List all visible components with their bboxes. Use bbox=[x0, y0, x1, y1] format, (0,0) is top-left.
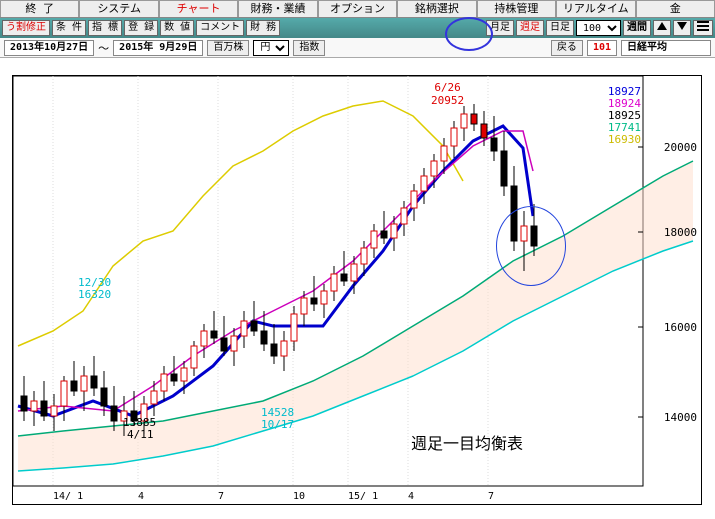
ytick: 18000 bbox=[664, 226, 697, 239]
date-to[interactable]: 2015年 9月29日 bbox=[113, 40, 203, 56]
annot: 4/11 bbox=[127, 428, 154, 441]
tb2-btn[interactable]: 登 録 bbox=[124, 20, 158, 36]
unit2[interactable]: 円 bbox=[253, 40, 289, 56]
tb2-btn[interactable]: 指 標 bbox=[88, 20, 122, 36]
date-row: 2013年10月27日～2015年 9月29日百万株円指数戻る101日経平均 bbox=[0, 38, 715, 58]
chart-area: 1892718924189251774116930 6/2620952 週足一目… bbox=[12, 75, 702, 505]
tab-3[interactable]: 財務・業績 bbox=[238, 0, 317, 17]
tab-8[interactable]: 金 bbox=[636, 0, 715, 17]
xtick: 4 bbox=[138, 491, 144, 502]
peak-annot: 6/2620952 bbox=[431, 81, 464, 107]
legend: 1892718924189251774116930 bbox=[608, 86, 641, 146]
xtick: 7 bbox=[488, 491, 494, 502]
chart-svg bbox=[13, 76, 701, 504]
down-btn[interactable] bbox=[673, 20, 691, 36]
tb2-btn[interactable]: う割修正 bbox=[2, 20, 50, 36]
xtick: 7 bbox=[218, 491, 224, 502]
ytick: 16000 bbox=[664, 321, 697, 334]
tb2-btn[interactable]: 条 件 bbox=[52, 20, 86, 36]
tab-6[interactable]: 持株管理 bbox=[477, 0, 556, 17]
ytick: 20000 bbox=[664, 141, 697, 154]
date-from[interactable]: 2013年10月27日 bbox=[4, 40, 94, 56]
xtick: 10 bbox=[293, 491, 305, 502]
stock-name: 日経平均 bbox=[621, 40, 711, 56]
back-btn[interactable]: 戻る bbox=[551, 40, 583, 56]
xtick: 15/ 1 bbox=[348, 491, 378, 502]
unit3[interactable]: 指数 bbox=[293, 40, 325, 56]
tb2-btn[interactable]: 週足 bbox=[516, 20, 544, 36]
xtick: 4 bbox=[408, 491, 414, 502]
weekly-circle bbox=[445, 17, 493, 51]
unit1[interactable]: 百万株 bbox=[207, 40, 249, 56]
tab-0[interactable]: 終 了 bbox=[0, 0, 79, 17]
toolbar-2: う割修正条 件指 標登 録数 値コメント財 務月足週足日足100週間 bbox=[0, 18, 715, 38]
ytick: 14000 bbox=[664, 411, 697, 424]
annot: 10/17 bbox=[261, 418, 294, 431]
tab-2[interactable]: チャート bbox=[159, 0, 238, 17]
period-select[interactable]: 100 bbox=[576, 20, 621, 36]
menu-btn[interactable] bbox=[693, 20, 713, 36]
code: 101 bbox=[587, 40, 617, 56]
tb2-btn[interactable]: 日足 bbox=[546, 20, 574, 36]
tb2-btn[interactable]: 数 値 bbox=[160, 20, 194, 36]
tab-4[interactable]: オプション bbox=[318, 0, 397, 17]
up-btn[interactable] bbox=[653, 20, 671, 36]
highlight-circle bbox=[496, 206, 566, 286]
tb2-btn[interactable]: コメント bbox=[196, 20, 244, 36]
tab-5[interactable]: 銘柄選択 bbox=[397, 0, 476, 17]
chart-title: 週足一目均衡表 bbox=[411, 430, 523, 454]
tab-1[interactable]: システム bbox=[79, 0, 158, 17]
xtick: 14/ 1 bbox=[53, 491, 83, 502]
tab-7[interactable]: リアルタイム bbox=[556, 0, 635, 17]
top-tabs: 終 了システムチャート財務・業績オプション銘柄選択持株管理リアルタイム金 bbox=[0, 0, 715, 18]
annot: 16320 bbox=[78, 288, 111, 301]
tb2-btn[interactable]: 財 務 bbox=[246, 20, 280, 36]
